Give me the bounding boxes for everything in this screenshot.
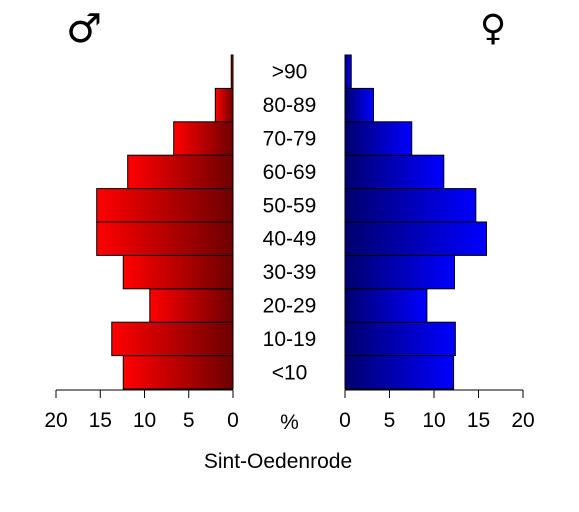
female-bar-8 (344, 87, 374, 123)
left-tick-label-2: 10 (133, 409, 156, 432)
age-label-6: 60-69 (263, 161, 317, 184)
female-bar-1 (344, 321, 456, 357)
female-bar-4 (344, 221, 488, 256)
female-bars (344, 54, 488, 390)
male-bars (96, 54, 234, 390)
left-tick-label-0: 20 (44, 409, 67, 432)
age-label-7: 70-79 (263, 128, 317, 151)
male-bar-8 (214, 87, 234, 123)
age-label-8: 80-89 (263, 94, 317, 117)
female-bar-6 (344, 154, 445, 190)
x-axis-label: % (280, 411, 299, 434)
left-tick-label-3: 5 (183, 409, 195, 432)
male-bar-3 (122, 254, 234, 290)
right-tick-label-1: 5 (384, 409, 396, 432)
right-tick-label-4: 20 (511, 409, 534, 432)
male-bar-6 (127, 154, 234, 190)
male-bar-9 (230, 54, 234, 89)
age-label-9: >90 (272, 61, 308, 84)
right-tick-label-3: 15 (467, 409, 490, 432)
male-bar-5 (96, 188, 234, 223)
right-tick-label-0: 0 (339, 409, 351, 432)
left-tick-label-4: 0 (227, 409, 239, 432)
male-bar-4 (96, 221, 234, 256)
x-axis-left: 20 15 10 5 0 (44, 389, 239, 432)
age-label-5: 50-59 (263, 194, 317, 217)
chart-caption: Sint-Oedenrode (204, 450, 352, 473)
male-bar-0 (122, 355, 234, 390)
male-symbol-icon: ♂ (66, 6, 102, 52)
age-label-4: 40-49 (263, 228, 317, 251)
female-bar-9 (344, 54, 352, 89)
female-bar-7 (344, 121, 413, 156)
female-bar-3 (344, 254, 455, 290)
female-bar-0 (344, 355, 455, 390)
left-tick-label-1: 15 (89, 409, 112, 432)
x-axis-right: 0 5 10 15 20 (339, 389, 535, 432)
male-bar-2 (149, 288, 234, 323)
female-symbol-icon: ♀ (480, 8, 506, 49)
age-group-labels: <10 10-19 20-29 30-39 40-49 50-59 60-69 70-79 80… (263, 61, 317, 385)
age-label-0: <10 (272, 361, 308, 384)
age-label-1: 10-19 (263, 328, 317, 351)
age-label-3: 30-39 (263, 261, 317, 284)
male-bar-1 (111, 321, 234, 357)
female-bar-5 (344, 188, 477, 223)
right-tick-label-2: 10 (422, 409, 445, 432)
male-bar-7 (173, 121, 234, 156)
age-label-2: 20-29 (263, 295, 317, 318)
female-bar-2 (344, 288, 428, 323)
